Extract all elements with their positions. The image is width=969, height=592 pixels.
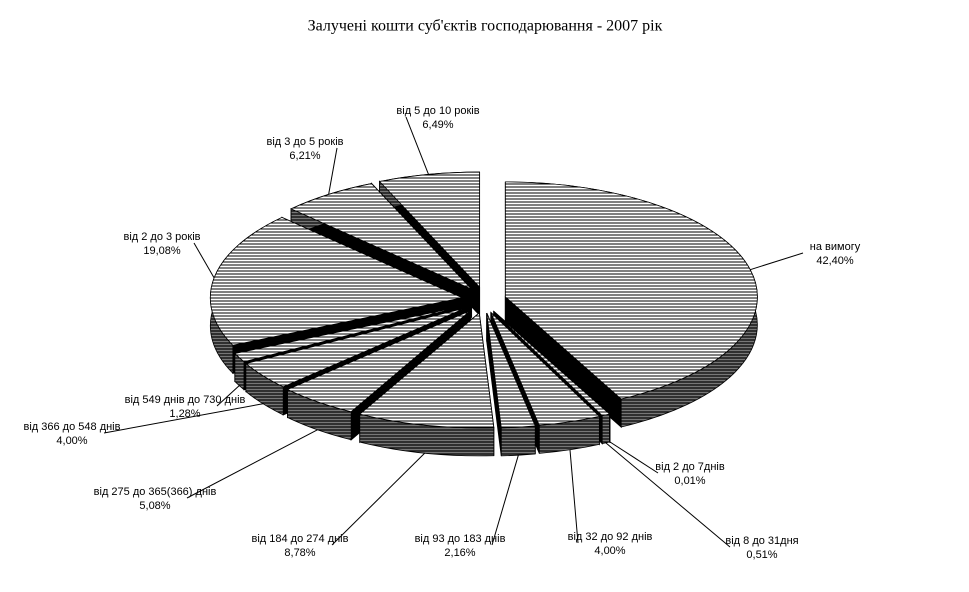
slice-value-label: 8,78% [284, 547, 315, 559]
slice-value-label: 1,28% [169, 408, 200, 420]
slice-label: від 32 до 92 днів [568, 531, 653, 543]
slice-side [500, 425, 536, 457]
slice-label: від 184 до 274 днів [252, 533, 349, 545]
slice-value-label: 0,51% [746, 549, 777, 561]
slice-value-label: 2,16% [444, 547, 475, 559]
slice-value-label: 19,08% [143, 245, 181, 257]
leader-line [193, 242, 215, 279]
leader-line [405, 116, 429, 175]
slice [245, 307, 467, 388]
slice [493, 311, 611, 417]
slice-value-label: 4,00% [594, 545, 625, 557]
slice-value-label: 5,08% [139, 500, 170, 512]
slice-value-label: 0,01% [674, 475, 705, 487]
leader-line [605, 442, 731, 548]
slice [358, 312, 495, 429]
slice [209, 216, 464, 346]
slice-label: від 2 до 7днів [655, 461, 725, 473]
slice-label: від 93 до 183 днів [415, 533, 506, 545]
leader-line [216, 385, 240, 407]
slice [504, 181, 758, 400]
pie [209, 171, 758, 457]
leader-line [750, 252, 804, 271]
leader-line [569, 449, 579, 544]
slice [234, 305, 465, 363]
slice-label: від 2 до 3 років [123, 231, 200, 243]
slice-value-label: 42,40% [816, 255, 854, 267]
slice-label: від 366 до 548 днів [24, 421, 121, 433]
leader-line [609, 441, 659, 474]
leader-line [331, 452, 426, 546]
leader-line [328, 147, 338, 195]
slice-value-label: 6,49% [422, 119, 453, 131]
leader-line [186, 429, 318, 499]
slice [486, 312, 536, 429]
slice-value-label: 6,21% [289, 150, 320, 162]
slice-label: від 5 до 10 років [396, 105, 479, 117]
slice [286, 310, 471, 413]
slice-label: від 275 до 365(366) днів [94, 486, 217, 498]
chart-title: Залучені кошти суб'єктів господарювання … [308, 18, 663, 35]
leader-line [103, 403, 264, 434]
slice-label: від 8 до 31дня [725, 535, 798, 547]
labels: на вимогу 42,40% від 2 до 7днів 0,01% від 8 … [24, 105, 861, 561]
slice-label: від 3 до 5 років [266, 136, 343, 148]
slice-side [601, 413, 610, 445]
slice [490, 312, 601, 426]
slice [290, 183, 472, 290]
slice-label: від 549 днів до 730 днів [125, 394, 246, 406]
leader-line [491, 455, 519, 546]
slice-label: на вимогу [810, 241, 861, 253]
slice-value-label: 4,00% [56, 435, 87, 447]
